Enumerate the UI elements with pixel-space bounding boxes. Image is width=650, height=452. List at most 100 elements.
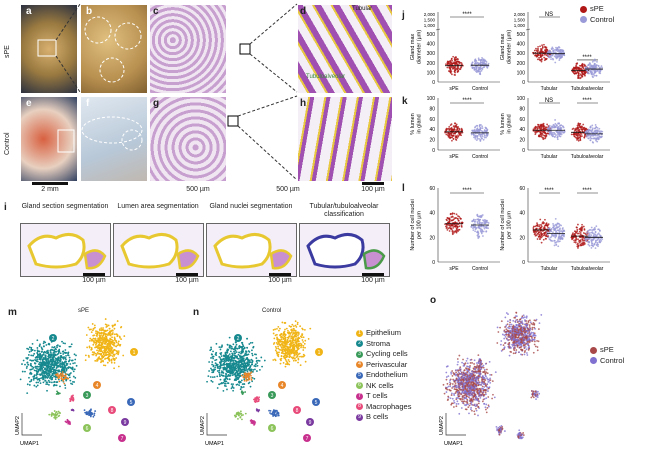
cell-point bbox=[235, 341, 237, 344]
cell-point bbox=[47, 379, 50, 382]
cell-point bbox=[224, 358, 227, 361]
data-point bbox=[537, 45, 539, 48]
cell-point bbox=[238, 344, 241, 347]
x-tick-label: Control bbox=[472, 266, 488, 272]
data-point bbox=[483, 133, 486, 136]
cell-point bbox=[273, 409, 275, 411]
cell-point bbox=[274, 334, 277, 337]
data-point bbox=[554, 132, 556, 135]
data-point bbox=[575, 64, 578, 67]
cell-point bbox=[231, 374, 234, 377]
cell-point bbox=[220, 359, 223, 362]
cell-point bbox=[210, 346, 212, 349]
cell-point bbox=[280, 357, 283, 360]
cell-point bbox=[304, 339, 307, 342]
cell-point bbox=[111, 329, 114, 332]
cell-point bbox=[289, 355, 292, 358]
cell-point bbox=[53, 352, 55, 355]
cell-point bbox=[39, 366, 42, 369]
panel-label-c: c bbox=[153, 6, 159, 17]
cell-point bbox=[51, 381, 53, 384]
data-point bbox=[578, 230, 581, 233]
data-point bbox=[594, 233, 597, 236]
data-point bbox=[481, 68, 484, 71]
cell-point bbox=[275, 409, 278, 412]
data-point bbox=[555, 241, 557, 244]
cell-point bbox=[224, 360, 227, 363]
cell-point bbox=[211, 363, 214, 366]
data-point bbox=[455, 62, 458, 64]
cell-point bbox=[111, 351, 114, 354]
cell-point bbox=[26, 347, 29, 350]
data-point bbox=[559, 124, 562, 127]
cell-point bbox=[249, 366, 251, 369]
data-point bbox=[555, 224, 558, 227]
data-point bbox=[573, 232, 576, 235]
data-point bbox=[474, 138, 477, 140]
cell-point bbox=[276, 337, 279, 340]
cell-point bbox=[298, 344, 301, 347]
cell-point bbox=[214, 359, 217, 362]
cell-point bbox=[70, 372, 72, 374]
cell-point bbox=[62, 367, 65, 370]
cell-point bbox=[100, 361, 102, 364]
x-tick-label: Tubular bbox=[541, 266, 558, 272]
data-point bbox=[540, 241, 543, 244]
legend-label-control: Control bbox=[590, 14, 615, 24]
data-point bbox=[451, 223, 454, 226]
data-point bbox=[601, 130, 604, 133]
cell-point bbox=[212, 357, 215, 360]
cell-point bbox=[98, 337, 101, 339]
cell-point bbox=[63, 361, 66, 364]
cell-point bbox=[252, 420, 255, 423]
data-point bbox=[561, 54, 563, 57]
cell-point bbox=[52, 364, 55, 367]
data-point bbox=[552, 226, 555, 229]
cell-point bbox=[232, 343, 235, 346]
cell-point bbox=[42, 369, 44, 371]
cell-point bbox=[54, 354, 57, 357]
cell-point bbox=[115, 339, 117, 342]
data-point bbox=[539, 226, 542, 229]
cell-point bbox=[40, 356, 43, 359]
cluster-id: 4 bbox=[281, 383, 284, 389]
data-point bbox=[554, 217, 557, 220]
cell-point bbox=[111, 343, 114, 346]
cell-point bbox=[64, 420, 67, 423]
data-point bbox=[472, 66, 475, 69]
data-point bbox=[592, 235, 595, 238]
cell-point bbox=[48, 374, 51, 377]
cell-point bbox=[40, 346, 43, 349]
data-point bbox=[544, 50, 547, 53]
cell-point bbox=[119, 343, 122, 346]
cell-point bbox=[90, 408, 92, 411]
cell-point bbox=[222, 368, 225, 370]
cell-point bbox=[234, 368, 237, 370]
data-point bbox=[556, 55, 559, 58]
cluster-marker bbox=[234, 334, 242, 342]
cell-point bbox=[49, 371, 52, 374]
data-point bbox=[551, 53, 554, 56]
x-tick-label: Tubular bbox=[541, 154, 558, 160]
cell-point bbox=[109, 330, 111, 333]
data-point bbox=[593, 243, 596, 245]
cell-point bbox=[284, 363, 287, 366]
data-point bbox=[552, 231, 554, 234]
y-axis-label: Number of cell nucleiper 100 µm bbox=[500, 199, 513, 250]
data-point bbox=[576, 139, 578, 141]
data-point bbox=[588, 240, 591, 243]
data-point bbox=[542, 50, 544, 53]
cell-point bbox=[302, 341, 305, 343]
data-point bbox=[536, 58, 539, 61]
data-point bbox=[579, 77, 581, 80]
cell-point bbox=[112, 339, 114, 342]
data-point bbox=[479, 230, 482, 233]
data-point bbox=[558, 235, 561, 238]
data-point bbox=[579, 240, 582, 243]
cell-point bbox=[53, 413, 56, 416]
cell-point bbox=[116, 333, 118, 336]
data-point bbox=[594, 228, 596, 231]
data-point bbox=[485, 62, 487, 65]
cell-point bbox=[227, 354, 230, 357]
cell-point bbox=[287, 359, 290, 361]
